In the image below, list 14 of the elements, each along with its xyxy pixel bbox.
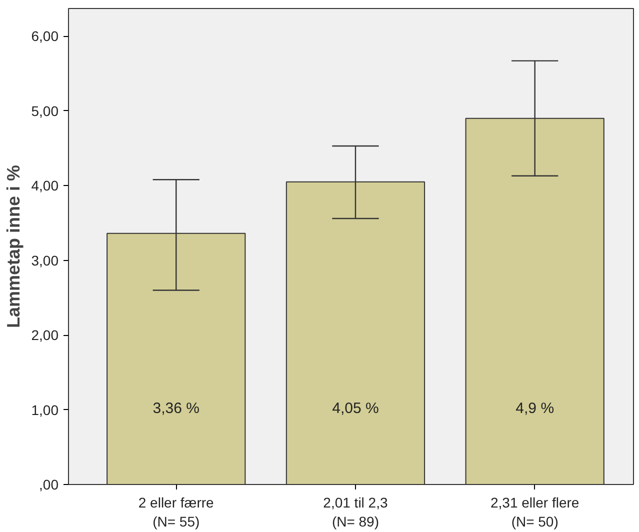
x-tick-label: 2,01 til 2,3 (N= 89) xyxy=(323,494,388,530)
y-tick-label: 6,00 xyxy=(31,28,59,44)
y-tick-label: 1,00 xyxy=(31,402,59,418)
x-tick-label: 2 eller færre (N= 55) xyxy=(138,494,214,530)
data-label: 3,36 % xyxy=(152,400,200,417)
data-label: 4,9 % xyxy=(516,400,554,417)
y-tick-label: 2,00 xyxy=(31,327,59,344)
data-label: 4,05 % xyxy=(332,400,379,417)
y-tick-label: 4,00 xyxy=(31,178,59,194)
y-tick-label: 5,00 xyxy=(31,102,59,119)
y-tick-label: ,00 xyxy=(39,476,59,492)
y-axis-title: Lammetap inne i % xyxy=(3,164,24,328)
x-tick-label: 2,31 eller flere (N= 50) xyxy=(490,494,580,530)
y-tick-label: 3,00 xyxy=(31,252,59,268)
